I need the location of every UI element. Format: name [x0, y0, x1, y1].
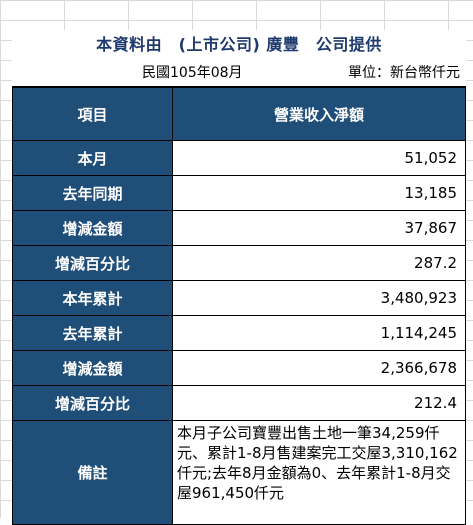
row-value[interactable]: 212.4 [172, 385, 466, 421]
row-value[interactable]: 1,114,245 [172, 315, 466, 351]
row-label[interactable]: 增減百分比 [12, 385, 173, 421]
report-title: 本資料由 (上市公司) 廣豐 公司提供 [12, 30, 466, 60]
table-row: 去年同期 13,185 [12, 175, 466, 211]
row-label[interactable]: 去年累計 [12, 315, 173, 351]
row-value[interactable]: 2,366,678 [172, 350, 466, 386]
row-label[interactable]: 本年累計 [12, 280, 173, 316]
row-value[interactable]: 287.2 [172, 245, 466, 281]
header-item[interactable]: 項目 [12, 87, 173, 141]
row-label[interactable]: 增減百分比 [12, 245, 173, 281]
note-label[interactable]: 備註 [12, 420, 173, 525]
table-header-row: 項目 營業收入淨額 [12, 87, 466, 141]
note-text[interactable]: 本月子公司寶豐出售土地一筆34,259仟元、累計1-8月售建案完工交屋3,310… [172, 420, 466, 525]
table-row: 增減金額 37,867 [12, 210, 466, 246]
report-unit: 單位：新台幣仟元 [348, 65, 460, 81]
report-period: 民國105年08月 [142, 65, 243, 81]
row-label[interactable]: 本月 [12, 140, 173, 176]
table-row: 本年累計 3,480,923 [12, 280, 466, 316]
row-label[interactable]: 去年同期 [12, 175, 173, 211]
revenue-table: 項目 營業收入淨額 本月 51,052 去年同期 13,185 增減金額 37,… [12, 87, 466, 525]
revenue-report: 本資料由 (上市公司) 廣豐 公司提供 民國105年08月 單位：新台幣仟元 項… [12, 30, 466, 525]
header-value[interactable]: 營業收入淨額 [172, 87, 466, 141]
table-row: 增減百分比 212.4 [12, 385, 466, 421]
row-label[interactable]: 增減金額 [12, 350, 173, 386]
table-note-row: 備註 本月子公司寶豐出售土地一筆34,259仟元、累計1-8月售建案完工交屋3,… [12, 420, 466, 525]
report-subheader: 民國105年08月 單位：新台幣仟元 [12, 60, 466, 87]
table-row: 增減百分比 287.2 [12, 245, 466, 281]
row-label[interactable]: 增減金額 [12, 210, 173, 246]
row-value[interactable]: 3,480,923 [172, 280, 466, 316]
row-value[interactable]: 13,185 [172, 175, 466, 211]
row-value[interactable]: 37,867 [172, 210, 466, 246]
table-row: 去年累計 1,114,245 [12, 315, 466, 351]
row-value[interactable]: 51,052 [172, 140, 466, 176]
table-row: 本月 51,052 [12, 140, 466, 176]
table-row: 增減金額 2,366,678 [12, 350, 466, 386]
